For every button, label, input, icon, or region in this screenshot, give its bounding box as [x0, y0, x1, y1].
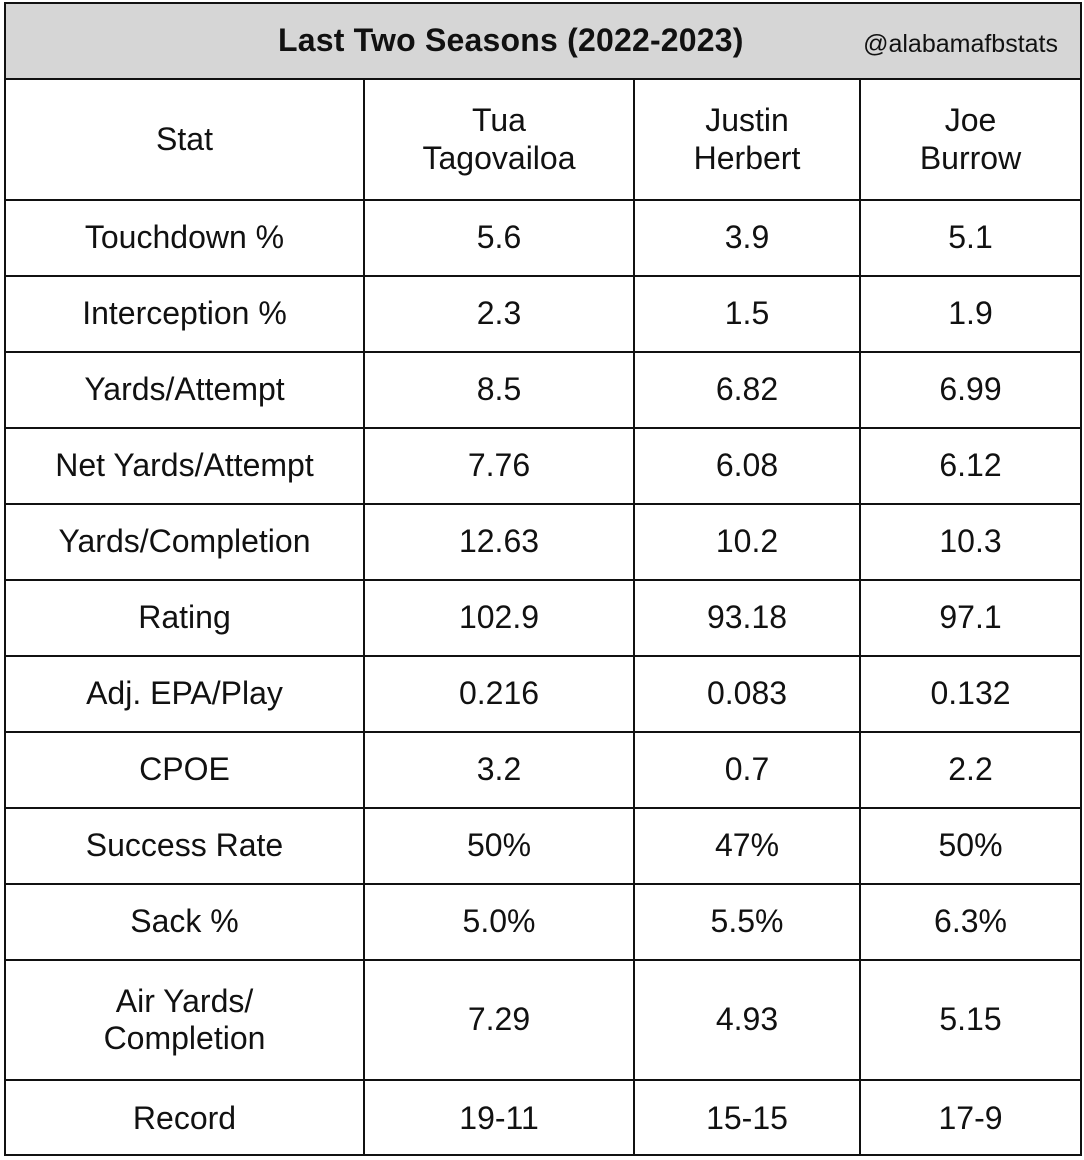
stat-value-cell: 0.216: [363, 656, 634, 733]
stat-label-cell: Touchdown %: [6, 200, 364, 277]
stat-label-cell: Yards/Completion: [6, 504, 364, 581]
table-row: Yards/Completion 12.63 10.2 10.3: [6, 504, 1080, 581]
stat-label: Air Yards/: [115, 982, 254, 1019]
stat-label-cell: CPOE: [6, 732, 364, 809]
stat-label: Completion: [103, 1020, 266, 1056]
stat-value-cell: 93.18: [633, 580, 860, 657]
stat-value-cell: 2.2: [859, 732, 1080, 809]
stat-label: Touchdown %: [84, 219, 285, 256]
stats-table-frame: Last Two Seasons (2022-2023) @alabamafbs…: [4, 2, 1082, 1156]
column-header-player: Joe Burrow: [859, 80, 1080, 201]
stat-value-cell: 6.08: [633, 428, 860, 505]
table-row: Net Yards/Attempt 7.76 6.08 6.12: [6, 428, 1080, 505]
stat-label: Adj. EPA/Play: [86, 675, 283, 712]
stat-label-cell: Success Rate: [6, 808, 364, 885]
column-header-stat: Stat: [6, 80, 364, 201]
stat-value-cell: 6.82: [633, 352, 860, 429]
stat-value-cell: 0.7: [633, 732, 860, 809]
table-row: Rating 102.9 93.18 97.1: [6, 580, 1080, 657]
table-row: Record 19-11 15-15 17-9: [6, 1080, 1080, 1156]
stat-value-cell: 6.99: [859, 352, 1080, 429]
column-header-text: Tagovailoa: [422, 139, 576, 176]
stat-value-cell: 6.3%: [859, 884, 1080, 961]
header-row: Stat Tua Tagovailoa Justin Herbert Joe Burrow: [6, 80, 1080, 201]
stat-value-cell: 12.63: [363, 504, 634, 581]
table-title: Last Two Seasons (2022-2023): [278, 22, 744, 58]
column-header-player: Tua Tagovailoa: [363, 80, 634, 201]
stat-value-cell: 1.9: [859, 276, 1080, 353]
stat-label: CPOE: [139, 751, 230, 788]
table-row: Interception % 2.3 1.5 1.9: [6, 276, 1080, 353]
stat-value-cell: 3.2: [363, 732, 634, 809]
stat-value-cell: 50%: [859, 808, 1080, 885]
stat-label: Success Rate: [85, 827, 284, 864]
column-header-text: Tua: [472, 102, 526, 139]
stat-label-cell: Rating: [6, 580, 364, 657]
column-header-text: Joe: [944, 102, 997, 139]
stat-label-cell: Net Yards/Attempt: [6, 428, 364, 505]
stat-label-cell: Adj. EPA/Play: [6, 656, 364, 733]
table-row: Touchdown % 5.6 3.9 5.1: [6, 200, 1080, 277]
stat-value-cell: 15-15: [633, 1080, 860, 1156]
stat-value-cell: 5.5%: [633, 884, 860, 961]
stat-value-cell: 2.3: [363, 276, 634, 353]
stat-label: Record: [132, 1099, 237, 1136]
table-row: Success Rate 50% 47% 50%: [6, 808, 1080, 885]
author-handle: @alabamafbstats: [863, 30, 1058, 58]
stat-value-cell: 47%: [633, 808, 860, 885]
stat-label: Sack %: [130, 903, 239, 940]
stat-value-cell: 5.0%: [363, 884, 634, 961]
stat-value-cell: 7.76: [363, 428, 634, 505]
stat-value-cell: 97.1: [859, 580, 1080, 657]
stat-value-cell: 5.6: [363, 200, 634, 277]
table-row: CPOE 3.2 0.7 2.2: [6, 732, 1080, 809]
stat-value-cell: 6.12: [859, 428, 1080, 505]
column-header-text: Burrow: [919, 139, 1022, 176]
stat-label: Yards/Completion: [58, 523, 311, 560]
stat-value-cell: 7.29: [363, 960, 634, 1081]
title-bar: Last Two Seasons (2022-2023) @alabamafbs…: [6, 4, 1080, 80]
stat-label: Rating: [138, 599, 231, 636]
column-header-text: Stat: [156, 120, 213, 157]
column-header-text: Herbert: [693, 139, 801, 176]
table-row: Adj. EPA/Play 0.216 0.083 0.132: [6, 656, 1080, 733]
stat-value-cell: 0.132: [859, 656, 1080, 733]
stat-label-cell: Sack %: [6, 884, 364, 961]
stat-value-cell: 10.2: [633, 504, 860, 581]
stat-value-cell: 5.1: [859, 200, 1080, 277]
stat-label: Yards/Attempt: [84, 371, 285, 408]
stat-value-cell: 10.3: [859, 504, 1080, 581]
stat-label-cell: Yards/Attempt: [6, 352, 364, 429]
table-row: Sack % 5.0% 5.5% 6.3%: [6, 884, 1080, 961]
stat-value-cell: 8.5: [363, 352, 634, 429]
table-row: Air Yards/Completion 7.29 4.93 5.15: [6, 960, 1080, 1081]
stat-label-cell: Record: [6, 1080, 364, 1156]
stat-value-cell: 102.9: [363, 580, 634, 657]
stat-label-cell: Air Yards/Completion: [6, 960, 364, 1081]
table-row: Yards/Attempt 8.5 6.82 6.99: [6, 352, 1080, 429]
stat-value-cell: 0.083: [633, 656, 860, 733]
stat-value-cell: 50%: [363, 808, 634, 885]
stat-value-cell: 1.5: [633, 276, 860, 353]
stat-value-cell: 5.15: [859, 960, 1080, 1081]
stat-label: Interception %: [82, 295, 287, 332]
stat-label: Net Yards/Attempt: [55, 447, 314, 484]
column-header-player: Justin Herbert: [633, 80, 860, 201]
stat-value-cell: 19-11: [363, 1080, 634, 1156]
column-header-text: Justin: [705, 102, 789, 139]
stats-table: Stat Tua Tagovailoa Justin Herbert Joe Burrow …: [6, 80, 1080, 1156]
stat-value-cell: 17-9: [859, 1080, 1080, 1156]
stat-value-cell: 4.93: [633, 960, 860, 1081]
stat-value-cell: 3.9: [633, 200, 860, 277]
stat-label-cell: Interception %: [6, 276, 364, 353]
